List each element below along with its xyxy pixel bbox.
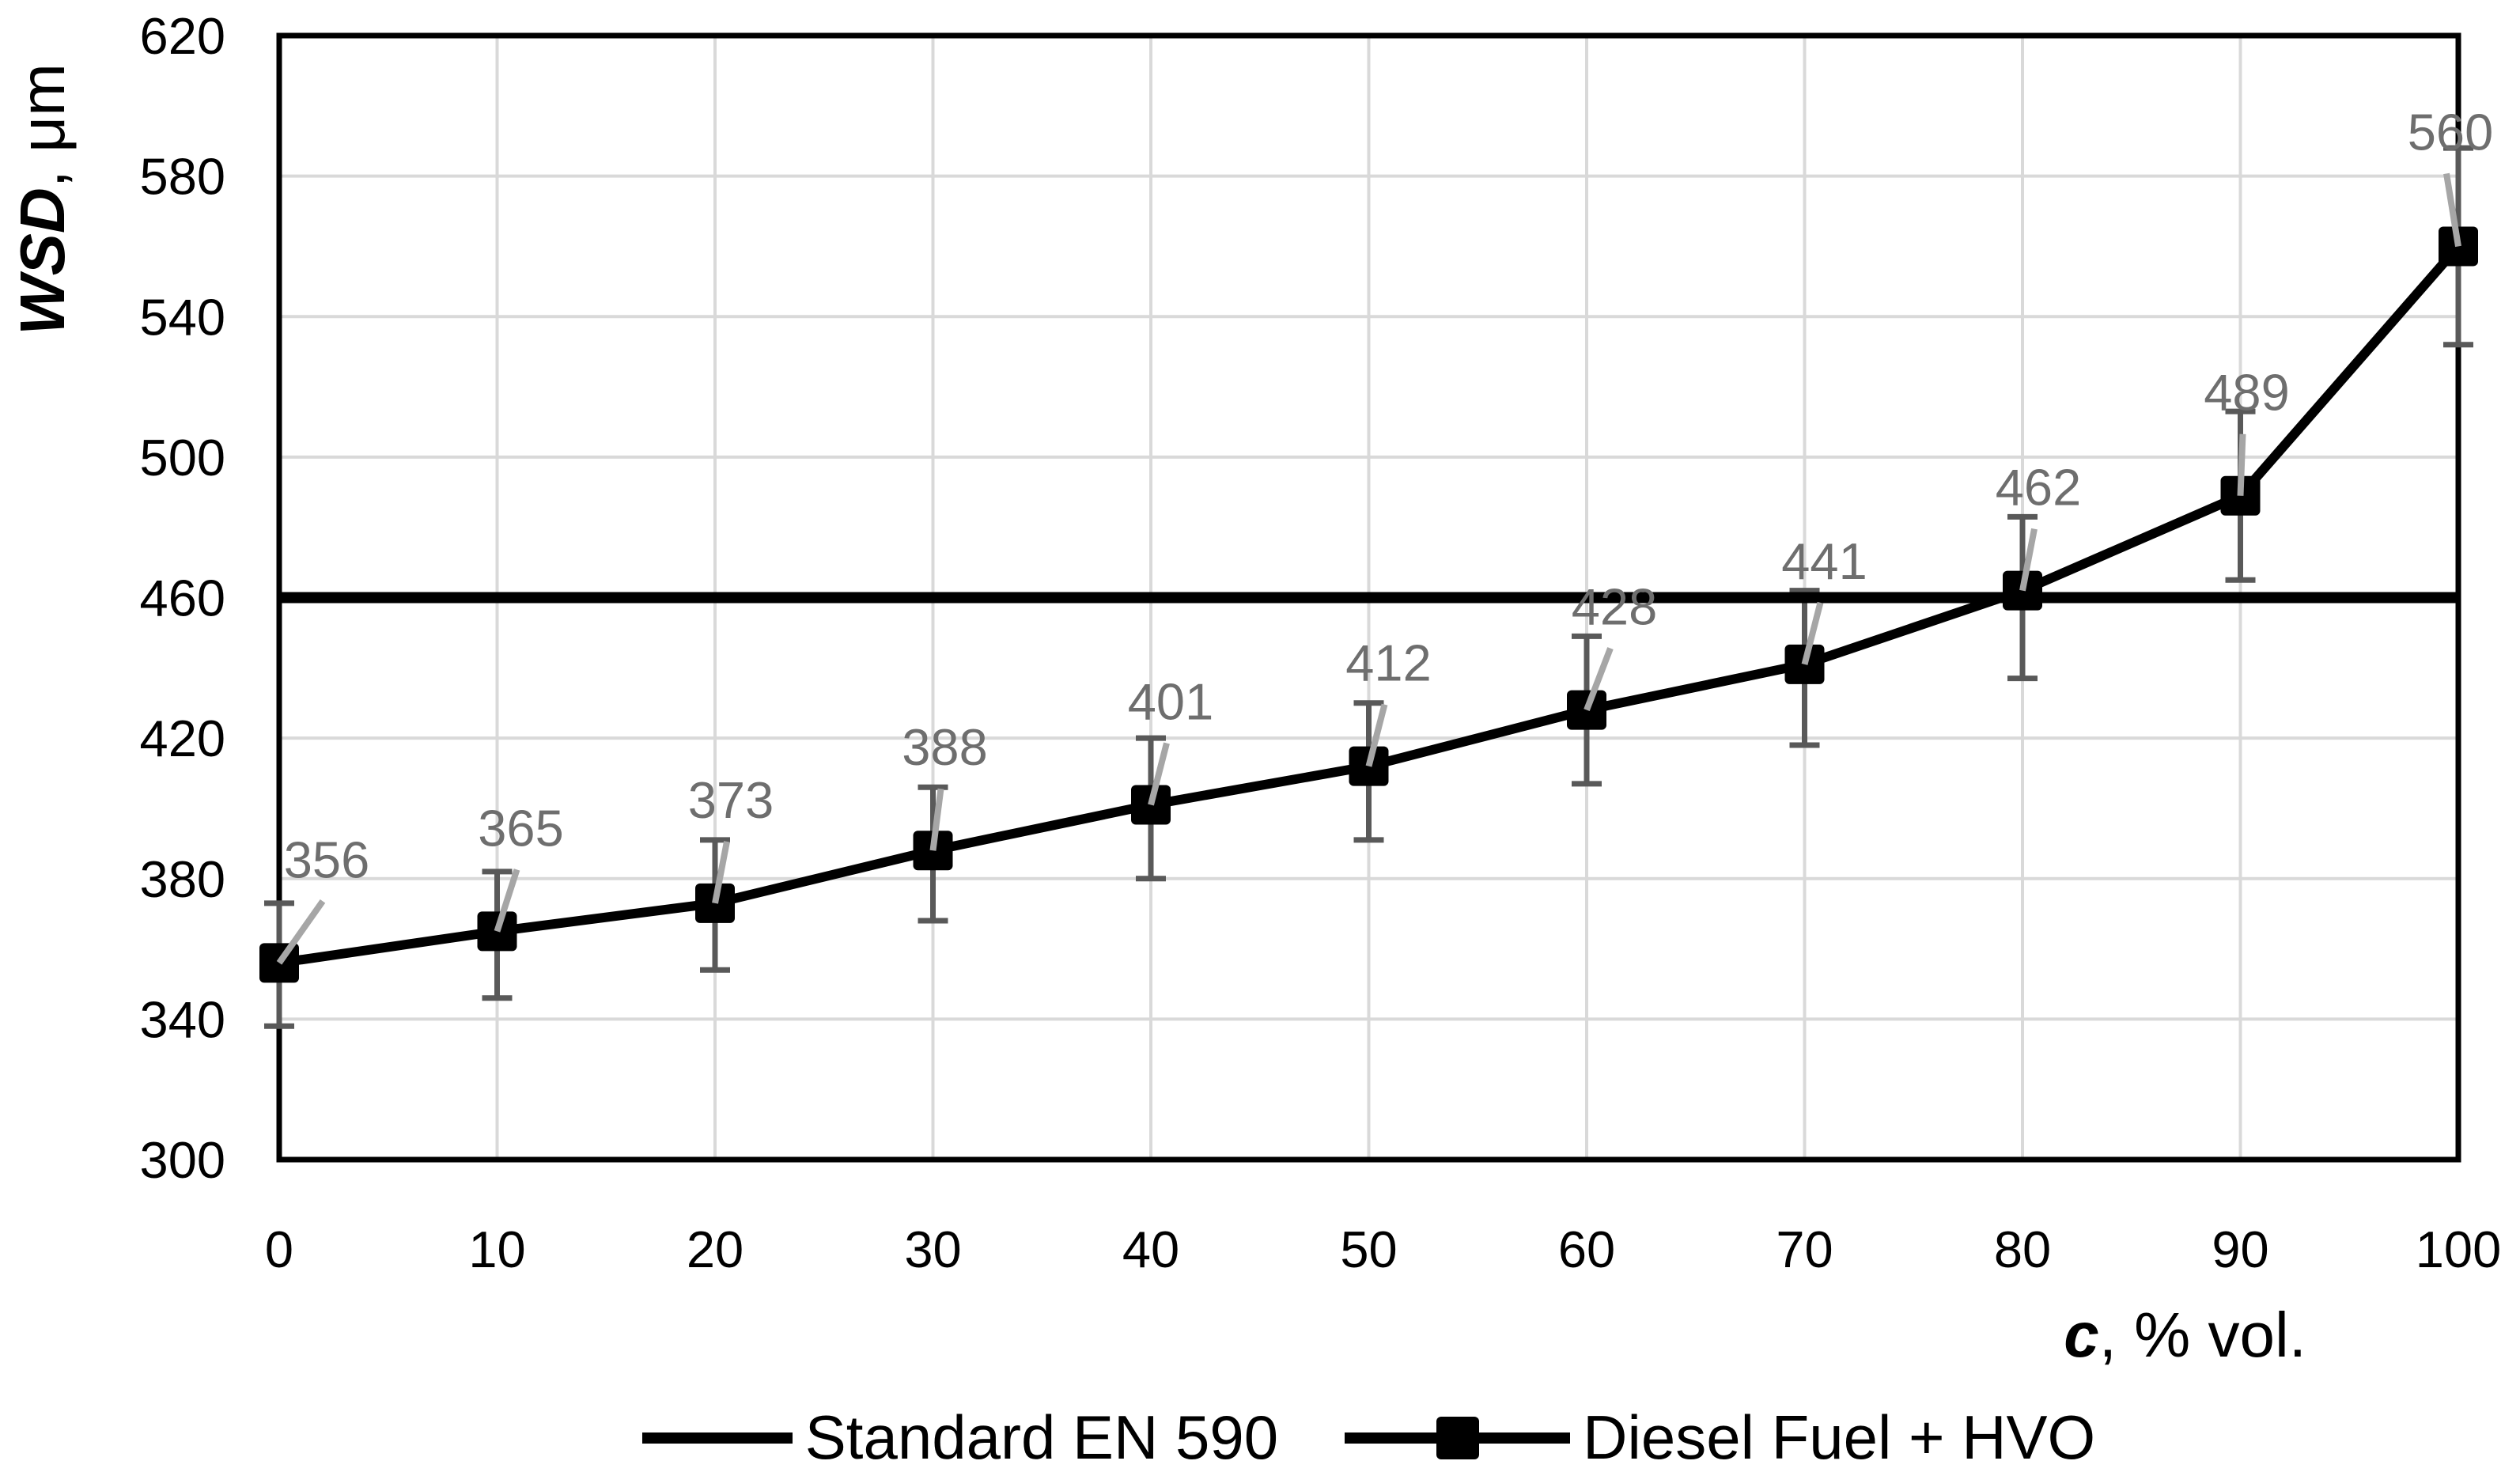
x-tick-label: 60 xyxy=(1558,1221,1615,1278)
y-tick-label: 420 xyxy=(140,710,225,767)
data-label: 412 xyxy=(1345,634,1431,692)
legend-item-diesel-fuel-hvo: Diesel Fuel + HVO xyxy=(1345,1402,2095,1474)
x-tick-label: 40 xyxy=(1122,1221,1179,1278)
x-axis-title-unit: , % vol. xyxy=(2098,1300,2306,1370)
x-axis-title: c, % vol. xyxy=(2064,1299,2306,1372)
y-tick-label: 460 xyxy=(140,570,225,627)
leader-line xyxy=(2443,172,2461,248)
leader-line xyxy=(1365,703,1388,767)
x-axis-title-main: c xyxy=(2064,1300,2099,1370)
data-label: 428 xyxy=(1572,578,1657,636)
legend-label-diesel-fuel-hvo: Diesel Fuel + HVO xyxy=(1583,1402,2096,1472)
x-tick-label: 80 xyxy=(1994,1221,2051,1278)
x-tick-label: 50 xyxy=(1340,1221,1397,1278)
x-tick-label: 90 xyxy=(2212,1221,2268,1278)
y-tick-label: 380 xyxy=(140,850,225,908)
data-label: 373 xyxy=(688,771,774,829)
leader-line xyxy=(276,899,326,965)
x-tick-label: 10 xyxy=(468,1221,525,1278)
legend: Standard EN 590 Diesel Fuel + HVO xyxy=(279,1402,2458,1474)
x-tick-label: 30 xyxy=(904,1221,961,1278)
x-tick-label: 100 xyxy=(2416,1221,2501,1278)
leader-line xyxy=(929,788,944,851)
data-label: 365 xyxy=(478,799,563,857)
legend-line-swatch xyxy=(641,1432,793,1444)
legend-line-marker-swatch xyxy=(1345,1416,1571,1459)
leader-line xyxy=(1148,742,1170,806)
data-label: 356 xyxy=(284,831,369,888)
y-tick-label: 300 xyxy=(140,1131,225,1189)
y-tick-label: 540 xyxy=(140,288,225,346)
leader-line xyxy=(494,869,520,933)
leader-line xyxy=(2237,433,2246,496)
x-tick-label: 70 xyxy=(1776,1221,1833,1278)
data-label: 560 xyxy=(2408,103,2493,161)
legend-square-marker-icon xyxy=(1436,1416,1479,1459)
x-tick-label: 20 xyxy=(687,1221,744,1278)
y-tick-label: 620 xyxy=(140,7,225,65)
y-tick-label: 500 xyxy=(140,429,225,486)
data-label: 489 xyxy=(2204,364,2289,422)
leader-line xyxy=(1584,647,1614,712)
data-label: 441 xyxy=(1781,532,1867,590)
legend-item-standard-en-590: Standard EN 590 xyxy=(641,1402,1279,1474)
x-tick-label: 0 xyxy=(265,1221,293,1278)
leader-line xyxy=(2019,528,2038,592)
y-tick-label: 580 xyxy=(140,148,225,206)
legend-label-standard-en-590: Standard EN 590 xyxy=(804,1402,1279,1472)
data-label: 388 xyxy=(902,718,987,776)
data-label: 401 xyxy=(1128,672,1213,730)
y-tick-label: 340 xyxy=(140,990,225,1048)
data-label: 462 xyxy=(1996,459,2081,517)
leader-line xyxy=(1801,601,1824,665)
leader-line xyxy=(712,841,730,904)
